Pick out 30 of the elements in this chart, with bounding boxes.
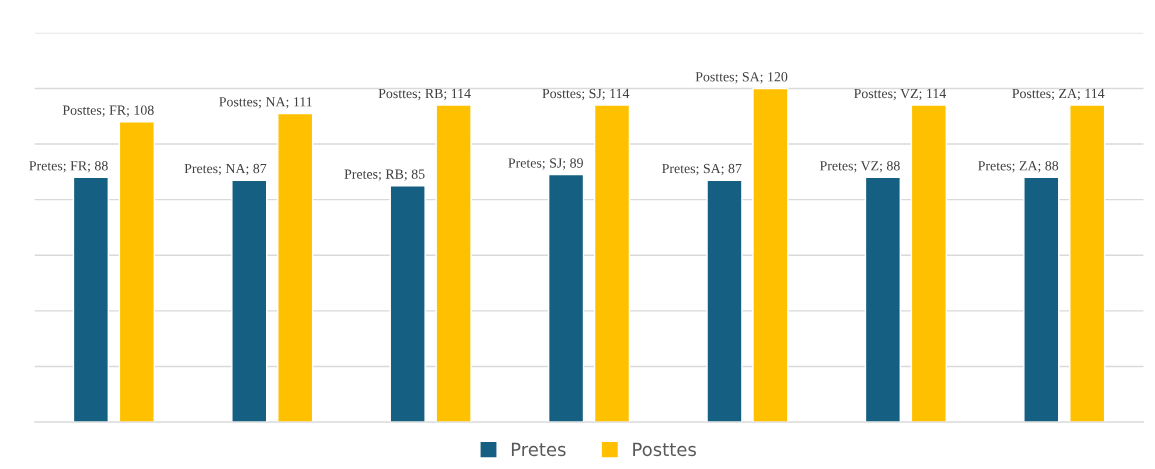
bar [435, 104, 472, 423]
bar [706, 179, 743, 423]
bar [593, 104, 631, 423]
bar [72, 176, 110, 423]
data-label: Pretes; SA; 87 [662, 163, 742, 176]
bar [1023, 176, 1060, 423]
data-label: Pretes; ZA; 88 [978, 161, 1059, 173]
legend-label: Pretes [511, 442, 566, 457]
bar [231, 179, 268, 423]
bar [910, 104, 947, 423]
data-label: Pretes; RB; 85 [344, 169, 425, 181]
data-label: Posttes; ZA; 114 [1012, 88, 1105, 101]
data-label: Pretes; FR; 88 [29, 161, 108, 173]
data-label: Posttes; NA; 111 [219, 97, 312, 109]
data-label: Pretes; NA; 87 [184, 163, 267, 176]
bar [277, 112, 314, 423]
bar [1069, 104, 1106, 423]
data-label: Posttes; VZ; 114 [854, 88, 947, 101]
legend-label: Posttes [633, 442, 696, 457]
bar [547, 173, 585, 423]
bar [118, 121, 155, 423]
bar [752, 87, 789, 423]
bar [389, 185, 426, 423]
data-label: Pretes; SJ; 89 [508, 158, 583, 170]
data-label: Posttes; FR; 108 [62, 105, 154, 117]
data-label: Pretes; VZ; 88 [819, 161, 900, 173]
data-label: Posttes; SJ; 114 [542, 88, 630, 101]
data-label: Posttes; RB; 114 [378, 88, 471, 101]
bar [864, 176, 902, 423]
data-label: Posttes; SA; 120 [695, 72, 788, 84]
